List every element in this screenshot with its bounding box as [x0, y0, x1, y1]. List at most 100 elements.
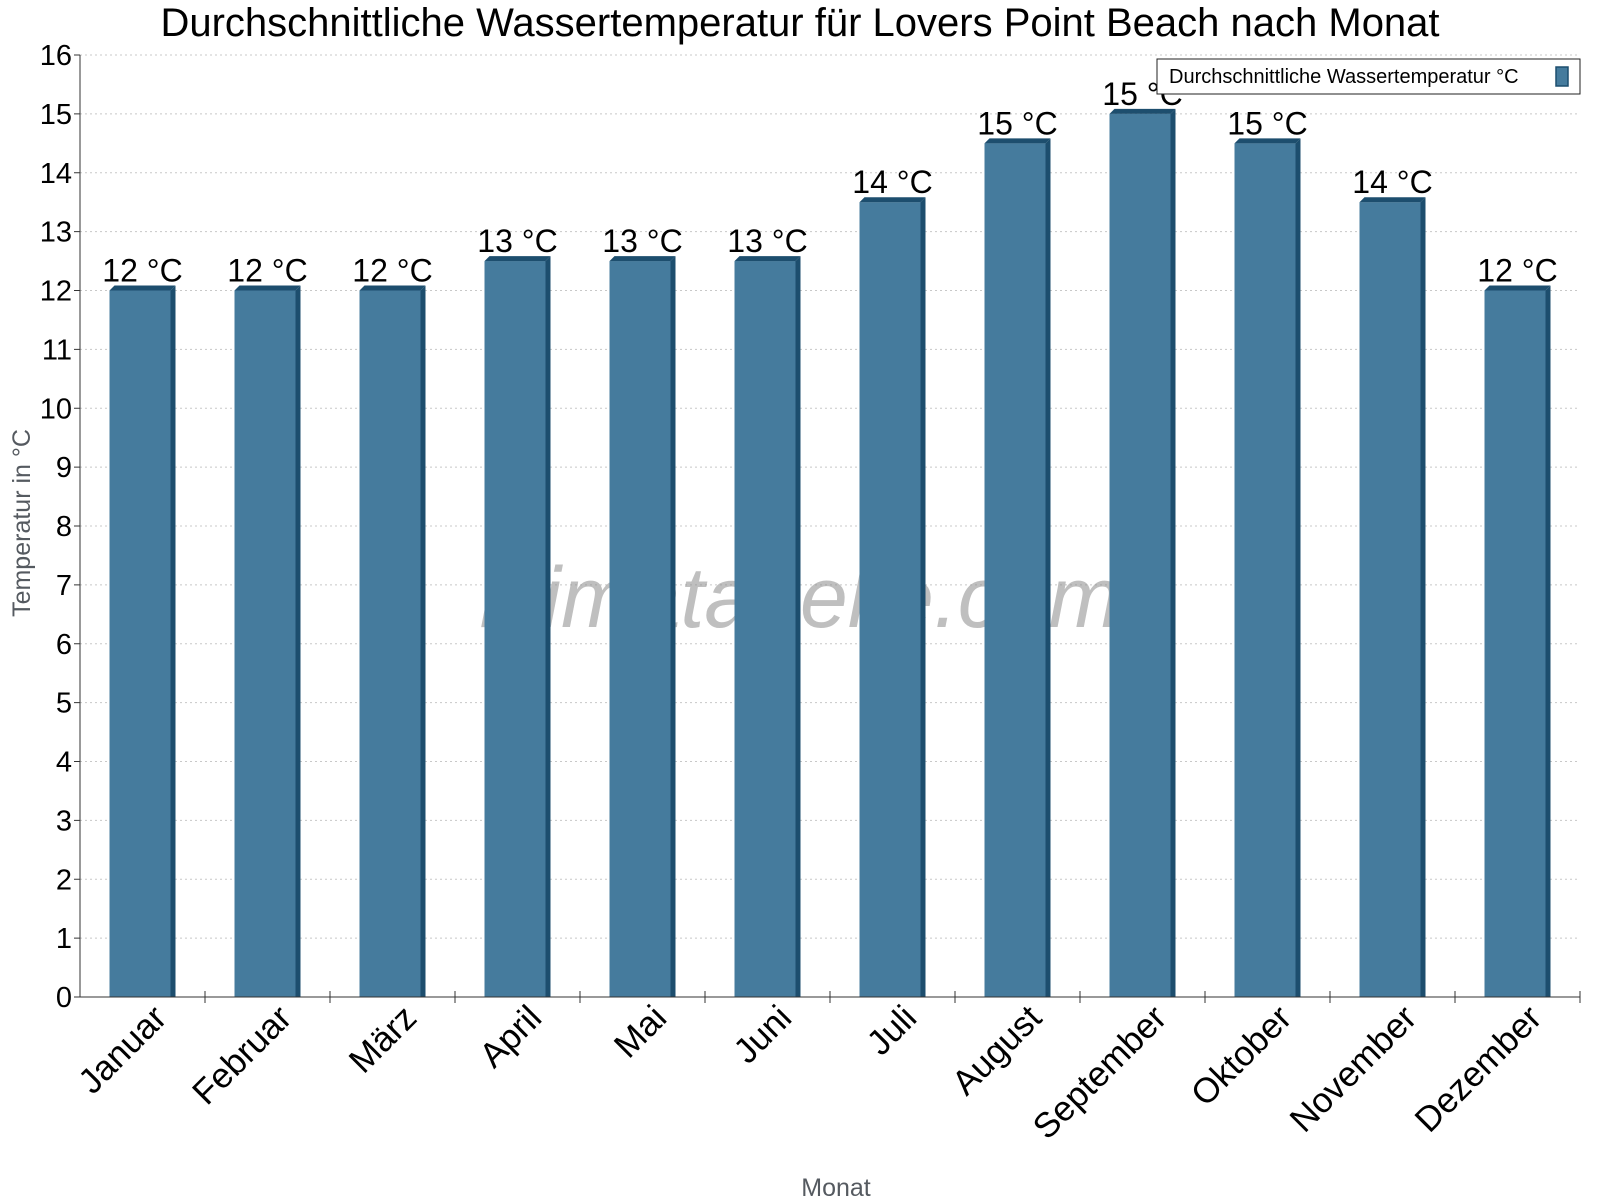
bar-front	[984, 143, 1046, 997]
bar-value-label: 13 °C	[602, 223, 682, 259]
x-tick-label: August	[945, 998, 1050, 1103]
y-tick-label: 14	[40, 158, 72, 190]
bar-front	[109, 290, 171, 997]
bar-front	[734, 261, 796, 997]
bar-februar	[234, 285, 301, 997]
bar-value-label: 14 °C	[852, 164, 932, 200]
bar-top	[1484, 285, 1551, 291]
bar-value-label: 13 °C	[727, 223, 807, 259]
bar-juli	[859, 197, 926, 997]
legend-label: Durchschnittliche Wassertemperatur °C	[1169, 66, 1519, 88]
bar-november	[1359, 197, 1426, 997]
y-tick-label: 3	[56, 805, 72, 837]
y-axis-label: Temperatur in °C	[8, 429, 36, 617]
bar-front	[1359, 202, 1421, 997]
bar-top	[359, 285, 426, 291]
bar-side	[670, 256, 676, 997]
x-tick-label: Februar	[185, 998, 299, 1112]
bar-oktober	[1234, 138, 1301, 997]
bar-value-label: 14 °C	[1352, 164, 1432, 200]
legend-box	[1156, 58, 1581, 95]
y-tick-label: 13	[40, 217, 72, 249]
bar-mai	[609, 256, 676, 997]
x-tick-label: November	[1282, 998, 1424, 1140]
y-tick-label: 16	[40, 40, 72, 72]
bar-front	[359, 290, 421, 997]
legend-swatch	[1555, 66, 1569, 87]
bar-side	[295, 285, 301, 997]
bar-side	[170, 285, 176, 997]
legend: Durchschnittliche Wassertemperatur °C	[1156, 58, 1581, 95]
x-tick-label: September	[1026, 998, 1175, 1147]
bar-top	[859, 197, 926, 203]
x-tick-label: Januar	[71, 998, 174, 1101]
y-tick-label: 8	[56, 511, 72, 543]
bar-value-label: 12 °C	[1477, 253, 1557, 289]
y-tick-label: 11	[42, 334, 72, 366]
x-tick-label: April	[472, 998, 549, 1075]
bar-top	[1234, 138, 1301, 144]
y-tick-label: 6	[56, 629, 72, 661]
grid-lines	[80, 54, 1580, 939]
x-tick-label: Dezember	[1407, 998, 1549, 1140]
bar-top	[984, 138, 1051, 144]
bar-side	[795, 256, 801, 997]
bar-front	[1234, 143, 1296, 997]
x-tick-label: Juni	[726, 998, 799, 1071]
x-axis-label: Monat	[801, 1174, 871, 1200]
bar-side	[920, 197, 926, 997]
bar-side	[420, 285, 426, 997]
y-tick-label: 2	[56, 864, 72, 896]
bar-front	[609, 261, 671, 997]
y-tick-label: 4	[56, 747, 72, 779]
bar-april	[484, 256, 551, 997]
bar-side	[1295, 138, 1301, 997]
bar-top	[109, 285, 176, 291]
x-tick-label: Oktober	[1184, 998, 1300, 1114]
bar-side	[545, 256, 551, 997]
bar-front	[234, 290, 296, 997]
bar-value-label: 15 °C	[977, 105, 1057, 141]
bar-top	[734, 256, 801, 262]
bar-front	[1484, 290, 1546, 997]
y-tick-label: 10	[40, 393, 72, 425]
bar-top	[484, 256, 551, 262]
bar-top	[1359, 197, 1426, 203]
bar-märz	[359, 285, 426, 997]
bars	[109, 108, 1551, 997]
y-tick-label: 0	[56, 982, 72, 1014]
bar-value-labels: 12 °C 12 °C 12 °C 13 °C 13 °C 13 °C 14 °C 15 °C…	[102, 76, 1557, 289]
bar-side	[1420, 197, 1426, 997]
bar-side	[1545, 285, 1551, 997]
y-tick-label: 12	[40, 276, 72, 308]
y-tick-label: 9	[56, 452, 72, 484]
x-tick-label: März	[342, 998, 425, 1081]
y-tick-label: 7	[56, 570, 72, 602]
axes	[74, 54, 1581, 1003]
bar-front	[859, 202, 921, 997]
y-tick-label: 1	[56, 923, 72, 955]
x-tick-label: Mai	[607, 998, 674, 1065]
bar-top	[609, 256, 676, 262]
bar-januar	[109, 285, 176, 997]
bar-top	[1109, 108, 1176, 114]
y-tick-label: 5	[56, 688, 72, 720]
bar-september	[1109, 108, 1176, 997]
bar-value-label: 15 °C	[1227, 105, 1307, 141]
chart-title: Durchschnittliche Wassertemperatur für L…	[160, 1, 1439, 45]
bar-value-label: 12 °C	[352, 253, 432, 289]
bar-front	[484, 261, 546, 997]
y-tick-label: 15	[40, 99, 72, 131]
bar-value-label: 13 °C	[477, 223, 557, 259]
bar-dezember	[1484, 285, 1551, 997]
bar-juni	[734, 256, 801, 997]
bar-value-label: 12 °C	[102, 253, 182, 289]
bar-value-label: 12 °C	[227, 253, 307, 289]
bar-front	[1109, 113, 1171, 997]
bar-august	[984, 138, 1051, 997]
bar-top	[234, 285, 301, 291]
x-tick-label: Juli	[859, 998, 924, 1063]
x-tick-labels: Januar Februar März April Mai Juni Juli AugustS…	[71, 998, 1549, 1147]
